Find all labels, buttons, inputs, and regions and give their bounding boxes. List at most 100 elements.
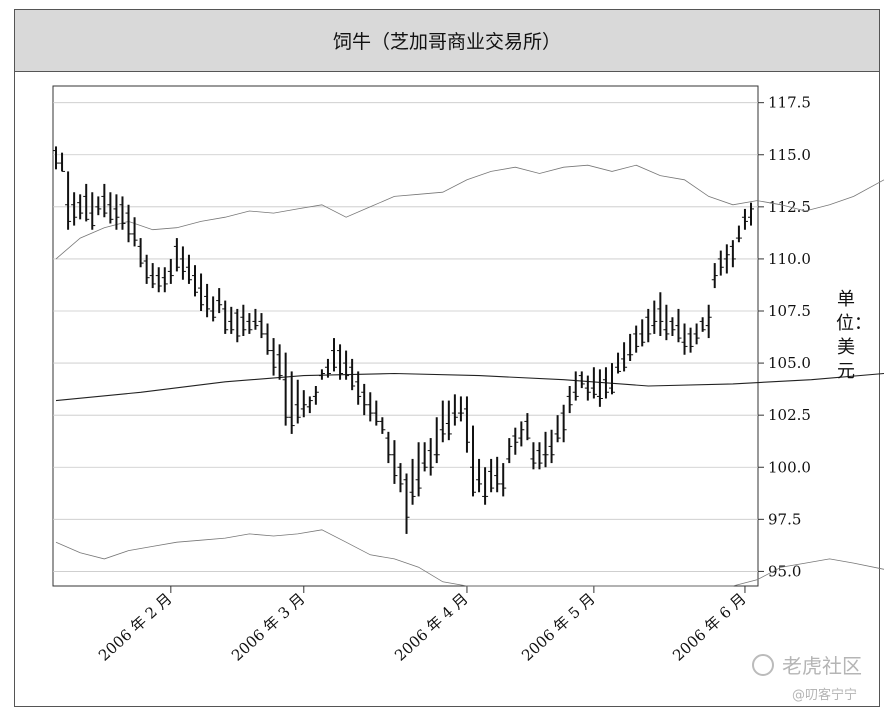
price-bar — [590, 367, 597, 399]
price-bar — [294, 379, 301, 424]
price-bar — [264, 323, 271, 355]
price-bar — [651, 300, 658, 334]
y-tick-label: 105.0 — [768, 354, 811, 372]
price-bar — [53, 146, 59, 170]
price-bar — [427, 438, 434, 476]
price-bar — [657, 292, 664, 336]
price-bar — [530, 442, 537, 470]
price-bar — [252, 308, 259, 330]
price-bar — [276, 344, 283, 380]
price-bar — [542, 431, 549, 468]
price-bar — [385, 431, 392, 464]
price-bar — [675, 308, 682, 343]
price-bar — [578, 371, 585, 389]
plot-area — [52, 85, 759, 587]
price-bar — [361, 383, 368, 416]
price-bar — [149, 263, 156, 289]
price-bar — [343, 350, 350, 380]
price-bar — [633, 325, 640, 353]
price-bar — [596, 369, 603, 407]
price-bar — [125, 204, 132, 243]
x-tick-label: 2006 年 4 月 — [391, 590, 471, 665]
price-bar — [457, 396, 464, 422]
y-tick-label: 95.0 — [768, 562, 801, 580]
price-bar — [185, 254, 192, 284]
price-bar — [421, 442, 428, 472]
price-bar — [415, 442, 422, 497]
price-bar — [198, 273, 205, 311]
price-bar — [179, 246, 186, 280]
price-bar — [192, 265, 198, 297]
price-bar — [621, 342, 628, 372]
price-bar — [391, 440, 398, 484]
price-bar — [566, 386, 573, 414]
x-tick-label: 2006 年 2 月 — [95, 590, 175, 665]
price-bar — [687, 327, 694, 353]
price-bar — [131, 217, 138, 247]
moving-average-line — [55, 372, 885, 402]
price-bar — [536, 442, 543, 470]
price-bar — [669, 317, 676, 336]
price-bar — [210, 296, 217, 322]
price-bar — [693, 323, 700, 345]
tiger-logo-icon — [752, 653, 774, 676]
price-bar — [216, 288, 223, 314]
price-bar — [373, 400, 380, 426]
x-tick-label: 2006 年 5 月 — [518, 590, 598, 665]
price-bar — [367, 392, 374, 422]
price-bar — [663, 304, 670, 341]
price-bar — [518, 421, 525, 447]
price-bar — [735, 225, 742, 243]
price-bar — [729, 240, 736, 268]
upper-band-line — [55, 164, 885, 260]
price-bar — [506, 438, 513, 464]
price-bar — [331, 338, 337, 372]
price-bar — [137, 238, 144, 268]
price-bar — [312, 386, 319, 405]
x-tick-label: 2006 年 6 月 — [669, 590, 749, 665]
price-bar — [403, 473, 410, 534]
price-bar — [699, 317, 706, 332]
price-bar — [234, 308, 241, 343]
price-bar — [488, 458, 495, 493]
price-bar — [572, 371, 579, 401]
price-bar — [524, 413, 531, 441]
price-bar — [95, 196, 102, 216]
price-bar — [470, 425, 476, 497]
price-bar — [240, 304, 247, 336]
price-bar — [355, 371, 362, 405]
price-bar — [83, 183, 90, 222]
price-bar — [77, 194, 84, 220]
price-bar — [476, 458, 483, 493]
watermark: 老虎社区 @叨客宁宁 — [752, 650, 862, 703]
y-axis-label: 单位：美元 — [836, 289, 872, 382]
price-bar — [741, 208, 748, 230]
price-bar — [615, 352, 622, 374]
price-bar — [748, 202, 754, 226]
price-bar — [433, 417, 440, 464]
price-bar — [602, 367, 609, 399]
price-bar — [439, 400, 446, 443]
price-bars — [53, 146, 754, 534]
indicator-lines — [55, 164, 885, 587]
price-bar — [65, 171, 72, 230]
y-axis: 95.097.5100.0102.5105.0107.5110.0112.511… — [758, 94, 811, 580]
price-bar — [246, 313, 253, 334]
price-bar — [324, 358, 331, 378]
price-bar — [167, 258, 174, 284]
price-bar — [711, 263, 718, 289]
price-bar — [627, 333, 634, 361]
price-bar — [288, 371, 295, 434]
price-bar — [397, 463, 404, 493]
price-bar — [482, 467, 489, 505]
y-tick-label: 102.5 — [768, 406, 811, 424]
price-bar — [258, 313, 265, 339]
price-bar — [349, 358, 356, 391]
price-bar — [161, 267, 168, 293]
x-tick-label: 2006 年 3 月 — [228, 590, 308, 665]
price-bar — [306, 396, 313, 414]
price-bar — [451, 394, 458, 426]
price-bar — [609, 363, 615, 395]
price-bar — [681, 323, 688, 355]
